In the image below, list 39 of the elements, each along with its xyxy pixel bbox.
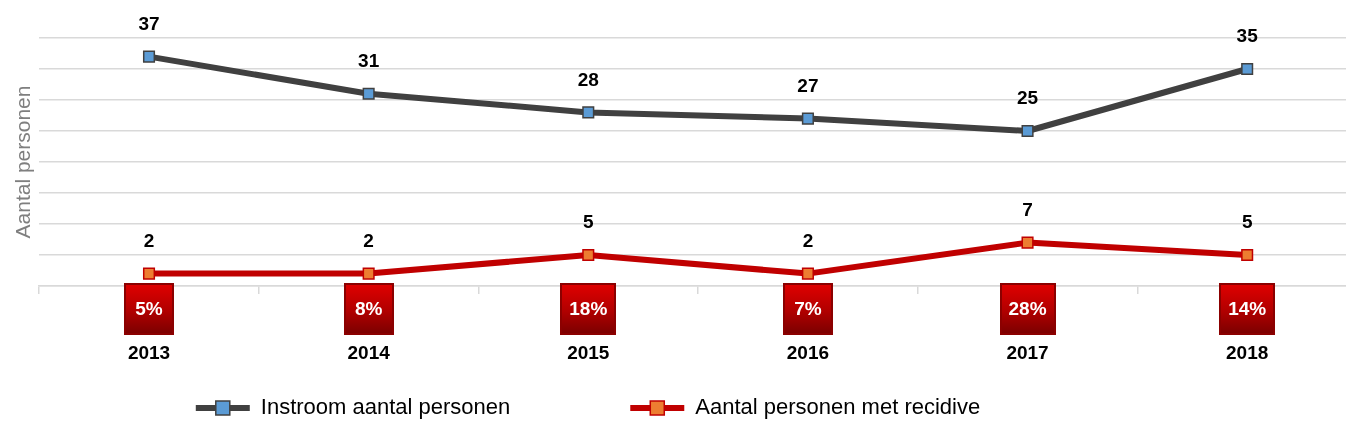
point [1241,62,1254,76]
point [362,87,375,100]
x-tick-label: 2018 [1226,341,1269,363]
point [1241,248,1254,262]
point [142,267,156,280]
data-label: 27 [797,74,819,96]
point [582,248,595,262]
data-label: 7 [1022,198,1033,220]
data-label: 28 [577,68,599,90]
x-tick-label: 2017 [1006,341,1049,363]
legend-label: Instroom aantal personen [260,394,511,420]
text: 5% [135,298,163,320]
point [142,50,156,63]
point [801,112,814,125]
data-label: 2 [143,229,155,251]
x-tick-label: 2015 [567,341,610,363]
data-label: 5 [582,211,594,233]
data-label: 31 [358,50,380,72]
text: 8% [354,298,383,320]
x-tick-label: 2016 [786,341,830,363]
point [1021,124,1034,138]
data-label: 5 [1241,211,1253,233]
data-label: 37 [138,12,160,34]
legend-label: Aantal personen met recidive [695,394,981,420]
data-label: 2 [363,229,374,251]
text: 14% [1228,298,1267,320]
text: 18% [569,298,608,320]
text: 7% [794,298,822,320]
point [582,106,595,119]
point [1021,236,1034,249]
data-label: 35 [1236,25,1259,47]
y-axis-title: Aantal personen [11,85,35,239]
x-tick-label: 2013 [127,341,171,363]
text: 28% [1008,298,1047,320]
x-tick-label: 2014 [347,341,391,363]
data-label: 2 [802,229,814,251]
point [801,267,814,280]
data-label: 25 [1016,87,1039,109]
point [362,267,375,280]
